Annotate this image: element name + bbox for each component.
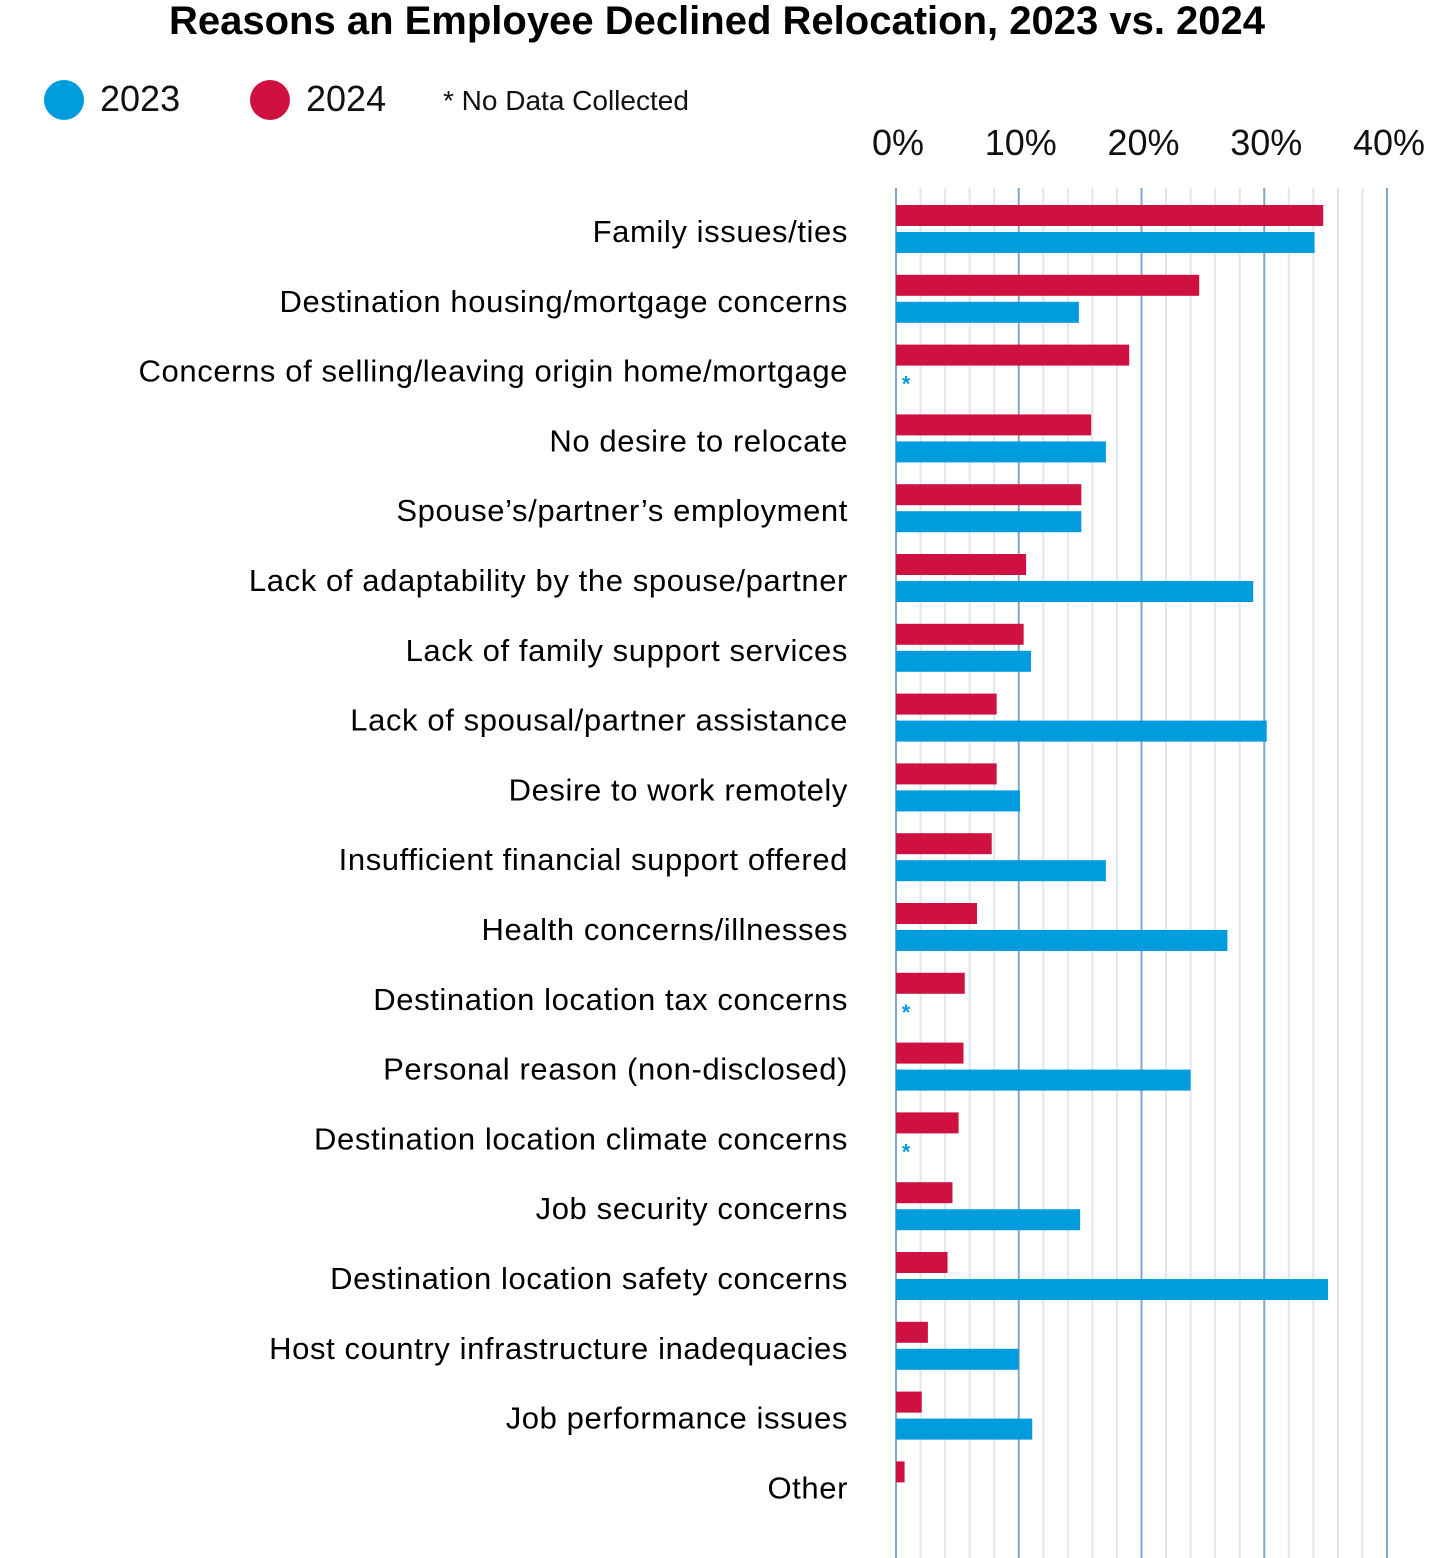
category-label: Destination location climate concerns [314,1121,848,1156]
category-label: Destination housing/mortgage concerns [280,284,848,319]
bar-2024 [896,1042,964,1064]
bar-2024 [896,344,1130,366]
bar-2023 [896,232,1315,253]
category-label: Desire to work remotely [509,772,848,807]
bar-2023 [896,511,1082,533]
category-label: Family issues/ties [593,214,848,249]
category-label: Personal reason (non-disclosed) [383,1052,848,1087]
bar-2024 [896,972,965,994]
legend-label-2023: 2023 [100,78,180,119]
bar-2024 [896,1321,928,1343]
bar-2024 [896,484,1082,506]
bar-2023 [896,930,1228,951]
bar-2023 [896,441,1106,463]
bar-2023 [896,581,1254,602]
category-label: Spouse’s/partner’s employment [396,493,848,528]
bar-2024 [896,1252,948,1273]
no-data-marker: * [902,1139,911,1164]
category-label: Lack of spousal/partner assistance [350,703,848,738]
category-label: Destination location safety concerns [330,1261,848,1296]
bar-2023 [896,1279,1329,1300]
category-label: No desire to relocate [549,423,848,458]
bar-2023 [896,860,1106,882]
bar-2023 [896,1209,1081,1231]
no-data-marker: * [902,1000,911,1025]
category-label: Job security concerns [536,1191,848,1226]
bars: * * * [896,205,1329,1483]
bar-2024 [896,903,978,924]
category-label: Job performance issues [506,1401,848,1436]
category-label: Host country infrastructure inadequacies [269,1331,848,1366]
bar-2023 [896,650,1032,672]
category-labels: Family issues/ties Destination housing/mo… [139,214,848,1505]
bar-2024 [896,1391,922,1413]
bar-2024 [896,763,997,785]
bar-2024 [896,623,1024,645]
x-tick-label: 30% [1230,122,1302,163]
legend-label-2024: 2024 [306,78,386,119]
category-label: Other [767,1470,848,1505]
no-data-note: * No Data Collected [443,85,689,116]
bar-2023 [896,720,1267,742]
no-data-marker: * [902,372,911,397]
x-tick-label: 10% [985,122,1057,163]
category-label: Lack of adaptability by the spouse/partn… [249,563,848,598]
bar-2024 [896,1112,959,1134]
x-tick-label: 40% [1353,122,1425,163]
bar-2024 [896,693,997,715]
bar-2024 [896,833,992,855]
chart-title: Reasons an Employee Declined Relocation,… [169,0,1266,43]
bar-2023 [896,301,1079,323]
category-label: Concerns of selling/leaving origin home/… [139,354,848,389]
category-label: Destination location tax concerns [373,982,848,1017]
x-axis-ticks: 0% 10% 20% 30% 40% [872,122,1425,163]
bar-2024 [896,1461,905,1483]
legend-swatch-2024 [250,80,290,120]
bar-2023 [896,790,1020,812]
x-tick-label: 0% [872,122,924,163]
category-label: Lack of family support services [406,633,848,668]
bar-2023 [896,1069,1191,1091]
x-tick-label: 20% [1107,122,1179,163]
bar-2024 [896,554,1027,575]
bar-2024 [896,274,1200,296]
legend-swatch-2023 [44,80,84,120]
category-label: Health concerns/illnesses [481,912,848,947]
category-label: Insufficient financial support offered [339,842,848,877]
bar-2023 [896,1418,1033,1440]
legend: 2023 2024 * No Data Collected [44,78,689,120]
bar-2024 [896,1182,953,1204]
bar-2023 [896,1348,1019,1370]
bar-2024 [896,414,1092,436]
bar-2024 [896,205,1324,226]
